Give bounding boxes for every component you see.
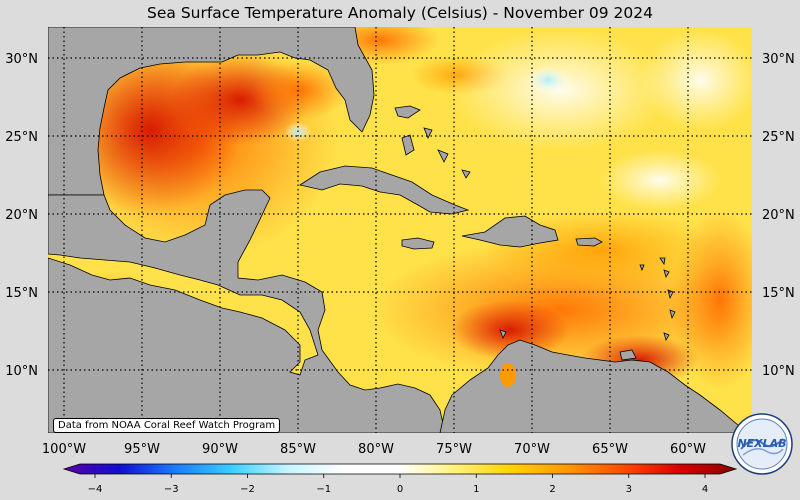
land-masses [48, 27, 752, 433]
colorbar-tick-label: 1 [473, 484, 479, 495]
colorbar-ticks: −4 −3 −2 −1 0 1 2 3 4 [88, 474, 708, 495]
lat-label-left: 30°N [5, 52, 38, 67]
land-trinidad [619, 349, 637, 361]
graticule [48, 27, 752, 433]
lat-label-right: 10°N [762, 364, 795, 379]
colorbar-tick-label: 3 [626, 484, 632, 495]
nexlab-logo-icon[interactable]: NEXLAB [731, 413, 793, 475]
lat-label-right: 25°N [762, 130, 795, 145]
colorbar-tick-label: −2 [240, 484, 255, 495]
lat-label-left: 15°N [5, 286, 38, 301]
lat-label-left: 25°N [5, 130, 38, 145]
colorbar: −4 −3 −2 −1 0 1 2 3 4 [62, 463, 738, 495]
lake-maracaibo [500, 363, 516, 387]
land-bahamas [394, 105, 471, 179]
lon-label: 65°W [592, 442, 628, 457]
lat-label-right: 30°N [762, 52, 795, 67]
lon-label: 60°W [670, 442, 706, 457]
colorbar-tick-label: 4 [702, 484, 708, 495]
page-title: Sea Surface Temperature Anomaly (Celsius… [147, 4, 653, 22]
colorbar-tick-label: 0 [397, 484, 403, 495]
colorbar-bar [62, 463, 738, 475]
lat-label-right: 20°N [762, 208, 795, 223]
colorbar-tick-label: −4 [88, 484, 103, 495]
lat-label-right: 15°N [762, 286, 795, 301]
land-mexico-central-america [48, 189, 446, 433]
lon-label: 90°W [202, 442, 238, 457]
lon-labels: 100°W 95°W 90°W 85°W 80°W 75°W 70°W 65°W… [42, 442, 706, 457]
land-lesser-antilles [499, 257, 676, 341]
land-puerto-rico [575, 237, 603, 247]
colorbar-tick-label: 2 [549, 484, 555, 495]
land-hispaniola [461, 215, 559, 248]
lat-label-left: 10°N [5, 364, 38, 379]
colorbar-tick-label: −1 [316, 484, 331, 495]
lon-label: 70°W [514, 442, 550, 457]
lat-label-left: 20°N [5, 208, 38, 223]
data-credit: Data from NOAA Coral Reef Watch Program [53, 418, 281, 433]
lon-label: 95°W [124, 442, 160, 457]
logo-text: NEXLAB [737, 437, 786, 450]
lon-label: 85°W [280, 442, 316, 457]
land-north-america [48, 27, 375, 196]
lon-label: 75°W [436, 442, 472, 457]
land-jamaica [401, 237, 435, 250]
colorbar-tick-label: −3 [164, 484, 179, 495]
map-panel [48, 27, 752, 433]
lon-label: 80°W [358, 442, 394, 457]
lat-labels-right: 30°N 25°N 20°N 15°N 10°N [762, 52, 795, 379]
lon-label: 100°W [42, 442, 86, 457]
lat-labels-left: 30°N 25°N 20°N 15°N 10°N [5, 52, 38, 379]
land-cuba [298, 165, 470, 215]
